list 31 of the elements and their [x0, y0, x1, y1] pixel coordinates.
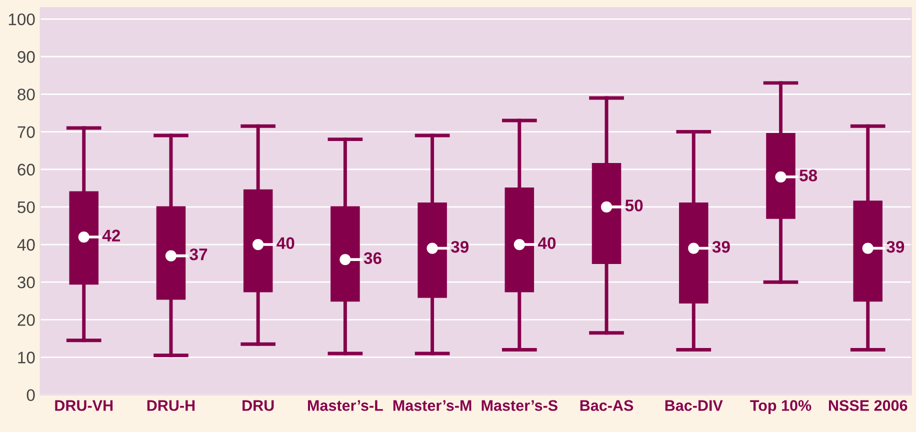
text: 39 [886, 240, 904, 253]
y-tick-label: 40 [17, 238, 35, 251]
text: 40 [538, 237, 556, 250]
x-tick-label: DRU [242, 400, 274, 411]
y-tick-label: 50 [18, 201, 35, 214]
y-tick-label: 0 [26, 389, 35, 402]
y-tick-label: 80 [18, 88, 35, 100]
y-tick-label: 70 [18, 126, 35, 138]
y-tick-label: 20 [18, 314, 35, 326]
x-tick-label: Bac-DIV [665, 400, 723, 411]
x-tick-label: Bac-AS [580, 400, 634, 411]
x-tick-label: Top 10% [750, 400, 812, 414]
text: 50 [625, 200, 643, 212]
text: 39 [450, 240, 469, 253]
text: 40 [276, 237, 294, 250]
y-tick-label: 60 [18, 164, 35, 176]
x-tick-label: Master’s-L [308, 400, 383, 411]
y-tick-label: 90 [18, 51, 35, 63]
text: 39 [712, 240, 730, 253]
y-tick-label: 100 [8, 13, 35, 26]
y-tick-label: 10 [18, 352, 35, 364]
x-tick-label: NSSE 2006 [828, 400, 908, 411]
y-tick-label: 30 [18, 276, 35, 288]
x-tick-label: DRU-VH [55, 400, 113, 411]
x-tick-label: DRU-H [147, 400, 195, 411]
text: 42 [102, 230, 120, 242]
x-tick-label: Master’s-S [482, 400, 558, 411]
x-tick-label: Master’s-M [393, 400, 472, 411]
text: 58 [800, 170, 818, 182]
text: 36 [364, 252, 382, 264]
text: 37 [190, 248, 208, 260]
